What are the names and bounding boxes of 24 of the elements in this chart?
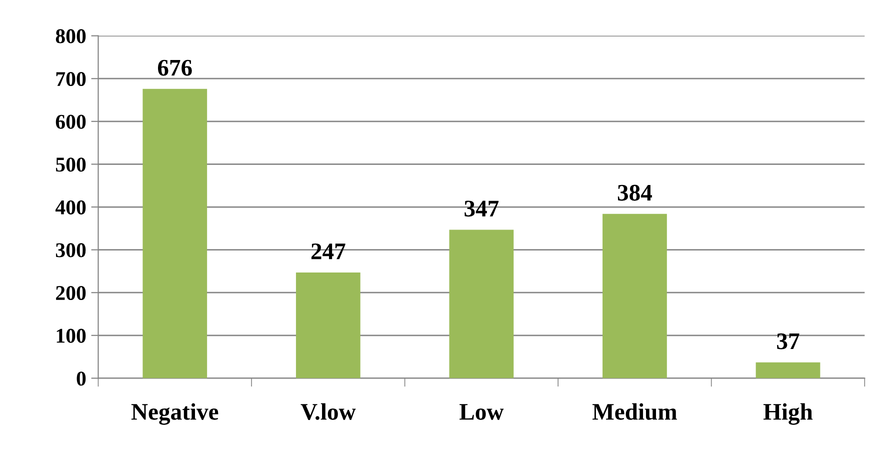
x-tick-label: Negative — [131, 403, 218, 425]
data-label: 676 — [158, 60, 192, 76]
data-label: 37 — [777, 333, 800, 350]
y-tick-label: 300 — [56, 243, 86, 258]
bar — [142, 88, 208, 378]
y-tick-label: 800 — [56, 29, 86, 44]
y-tick-label: 100 — [56, 328, 86, 343]
y-tick-label: 500 — [56, 158, 86, 172]
data-label: 247 — [311, 244, 346, 260]
y-tick-label: 200 — [56, 286, 86, 300]
y-tick-label: 0 — [76, 372, 86, 386]
bar — [602, 214, 667, 378]
x-tick-label: V.low — [300, 403, 356, 420]
x-tick-label: Low — [460, 404, 504, 420]
x-tick-label: Medium — [592, 403, 677, 420]
y-tick-label: 700 — [56, 72, 86, 86]
bar — [449, 230, 514, 378]
bar — [296, 272, 360, 378]
y-tick-label: 400 — [55, 200, 86, 214]
x-tick-label: High — [763, 403, 813, 425]
data-label: 347 — [464, 200, 499, 217]
data-label: 384 — [618, 184, 652, 201]
bar — [756, 362, 820, 378]
y-tick-label: 600 — [56, 114, 86, 129]
